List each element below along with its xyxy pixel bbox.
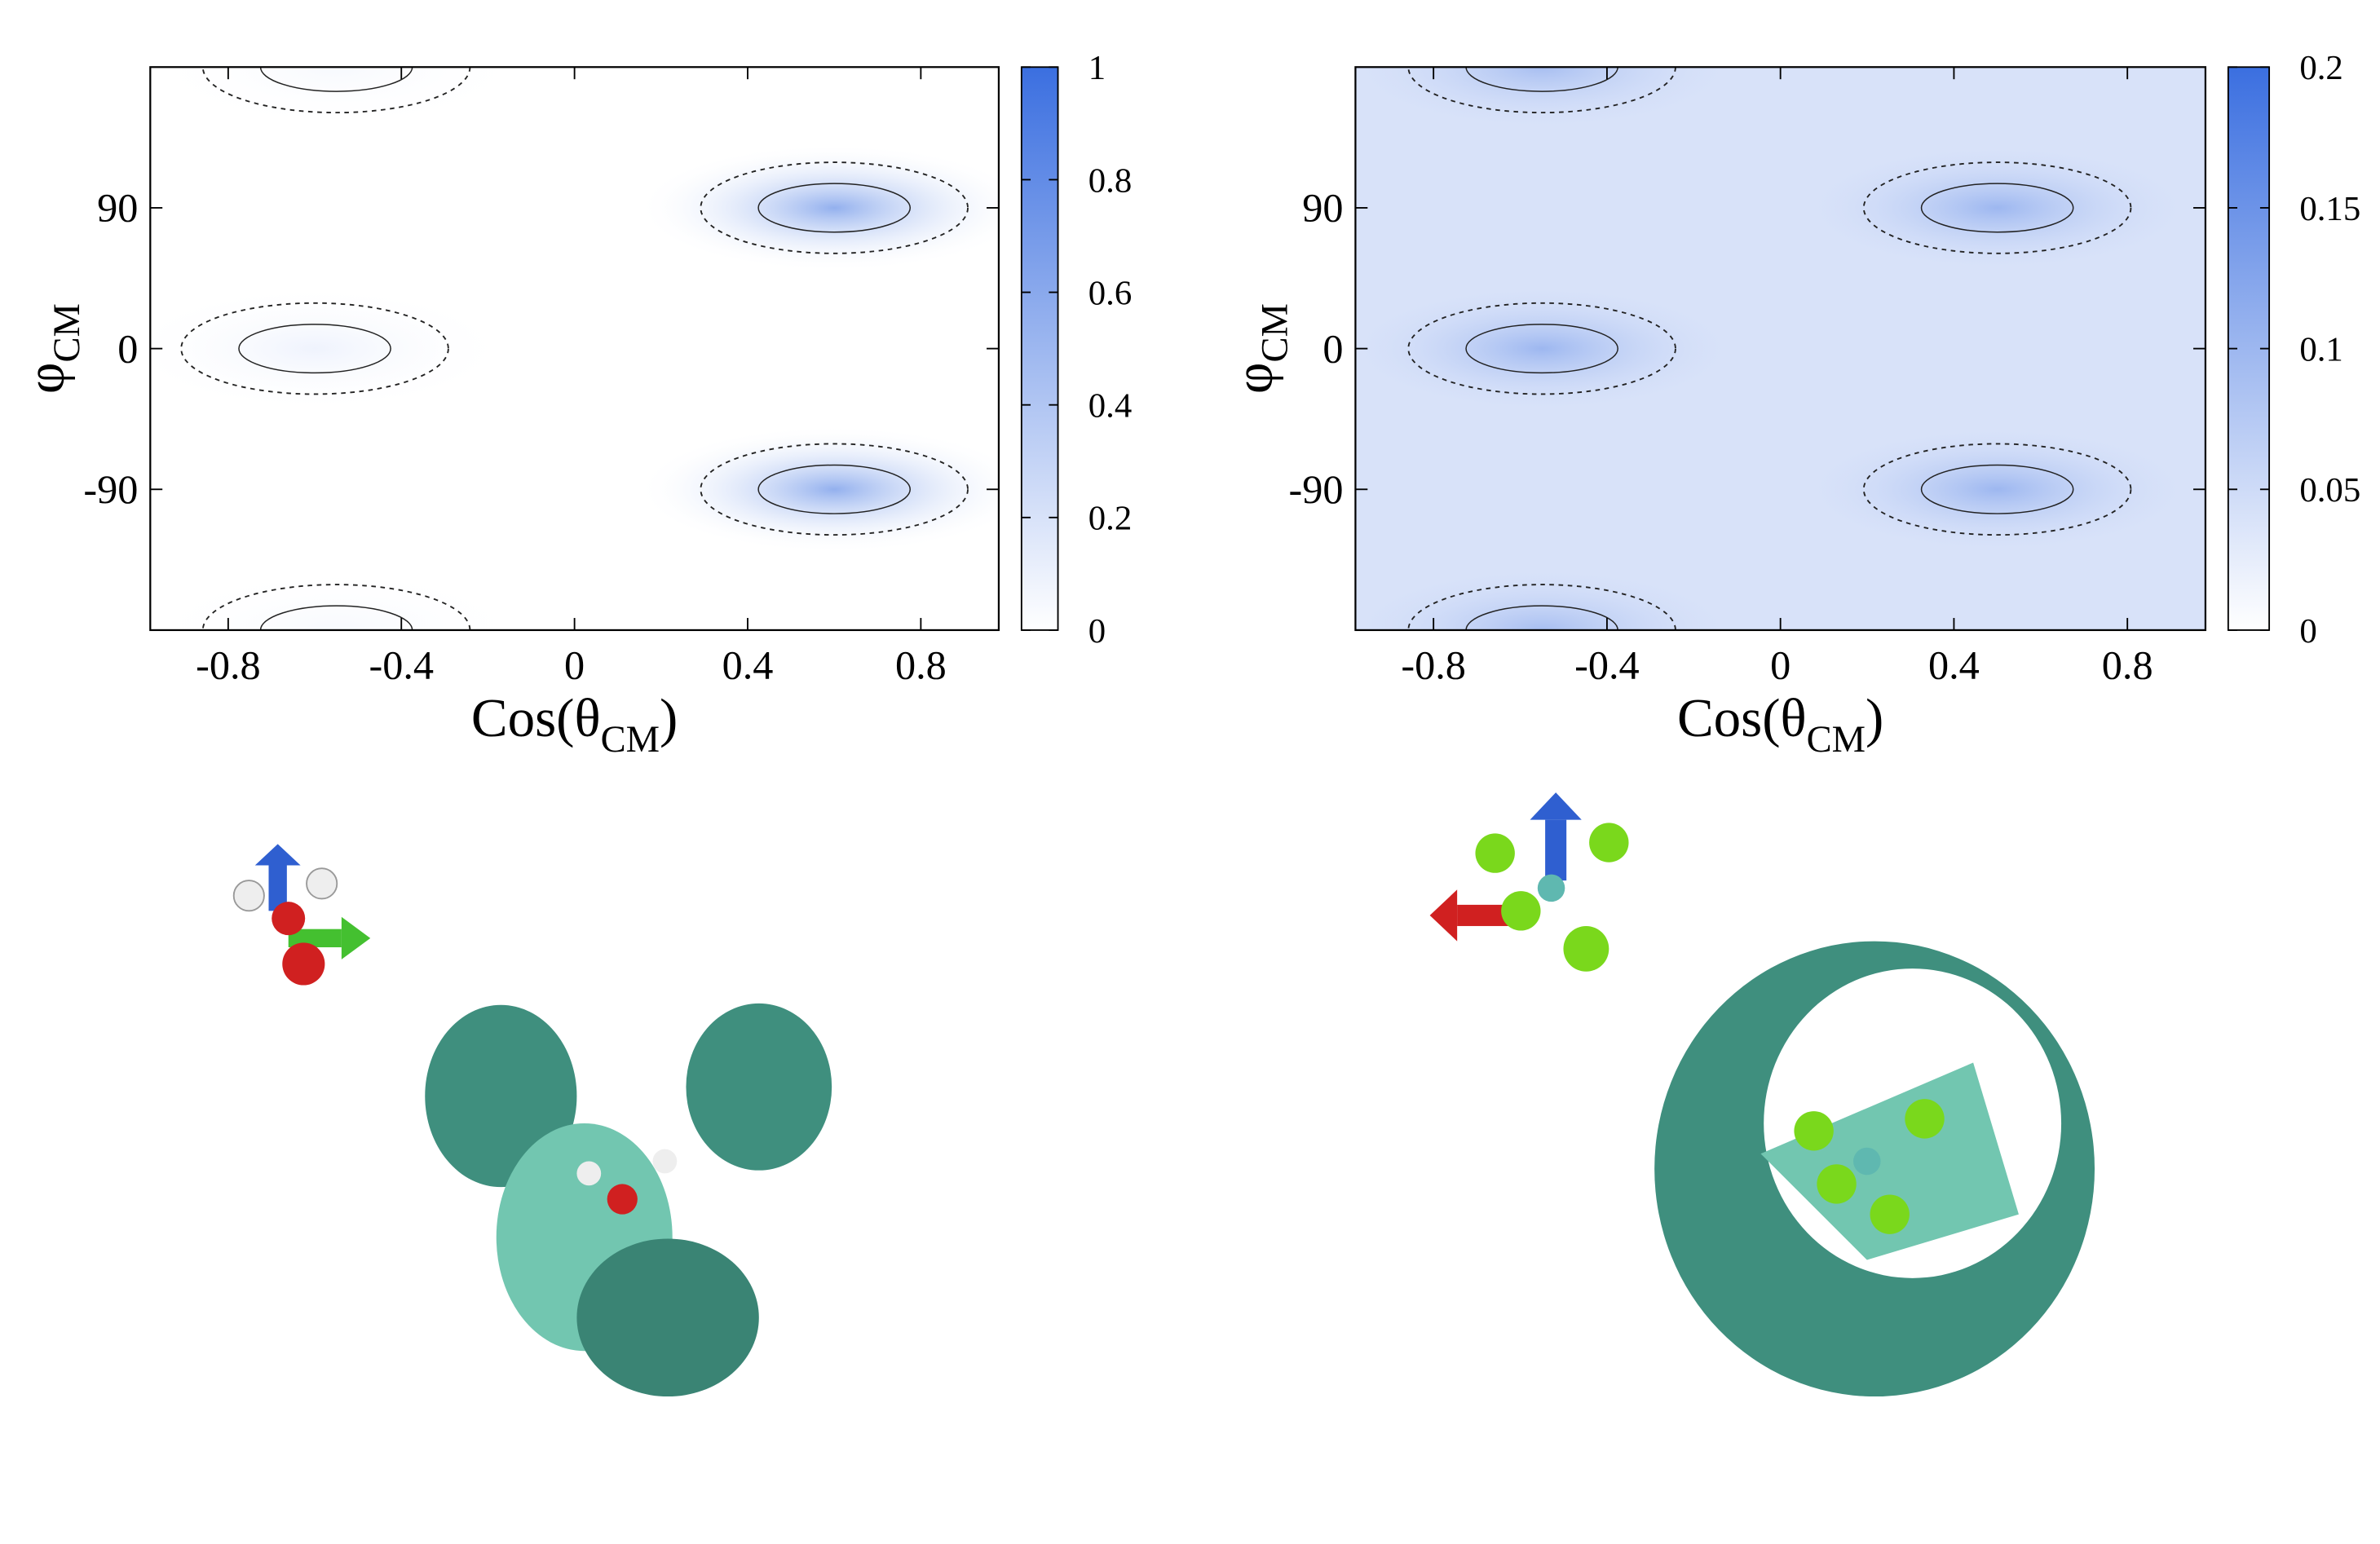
x-tick-label: -0.8: [196, 642, 261, 688]
x-tick-label: 0.4: [722, 642, 774, 688]
x-tick-label: 0: [564, 642, 585, 688]
x-tick-label: 0.8: [2102, 642, 2153, 688]
heat-peak: [1799, 426, 2195, 554]
x-label-part: Cos(θ: [471, 688, 601, 748]
y-label-part: φ: [15, 362, 76, 394]
y-label-part: CM: [1255, 303, 1296, 362]
heatmap-field: [1355, 67, 2195, 630]
x-tick-label: 0.4: [1928, 642, 1980, 688]
y-tick-label: -90: [1289, 466, 1344, 512]
colorbar-tick-label: 0.05: [2299, 471, 2360, 510]
contour: [700, 161, 969, 254]
heat-peak: [637, 143, 999, 272]
contour: [1465, 324, 1618, 374]
heat-peak: [1355, 67, 1740, 131]
contour: [238, 324, 391, 374]
colorbar: [1020, 66, 1059, 631]
colorbar-tick-label: 0.2: [1088, 500, 1133, 538]
contour: [1920, 464, 2074, 514]
x-tick-label: -0.8: [1401, 642, 1466, 688]
contour: [1407, 67, 1676, 114]
contour: [1465, 605, 1618, 630]
colorbar-tick-label: 0: [2299, 612, 2316, 651]
x-axis-label: Cos(θCM): [471, 688, 678, 761]
x-axis-label: Cos(θCM): [1677, 688, 1883, 761]
x-label-part: ): [1866, 688, 1883, 748]
colorbar-tick-label: 0.6: [1088, 274, 1133, 312]
colorbar-tick-label: 0.2: [2299, 49, 2343, 87]
heat-peak: [1799, 143, 2195, 272]
y-tick-label: 90: [97, 185, 138, 231]
y-tick-label: 0: [117, 325, 138, 371]
heat-peak: [150, 285, 512, 412]
x-tick-label: -0.4: [1574, 642, 1640, 688]
colorbar-tick-label: 0: [1088, 612, 1106, 651]
contour: [700, 443, 969, 536]
x-label-part: Cos(θ: [1677, 688, 1807, 748]
x-label-part: ): [660, 688, 678, 748]
heat-peak: [150, 566, 534, 630]
heat-peak: [1355, 285, 1740, 412]
right-rendering: [1429, 792, 2095, 1397]
x-label-part: CM: [601, 719, 660, 761]
y-tick-label: 90: [1302, 185, 1343, 231]
chart: -0.8 -0.4 0 0.4 0.8-90090Cos(θCM)φCM00.050.1…: [1224, 49, 2360, 761]
contour: [1920, 183, 2074, 233]
contour: [1862, 443, 2132, 536]
y-label-part: CM: [46, 303, 88, 362]
colorbar-tick-label: 0.4: [1088, 387, 1133, 426]
x-tick-label: 0: [1770, 642, 1791, 688]
contour: [201, 584, 471, 630]
contour: [259, 605, 413, 630]
colorbar-tick-label: 0.15: [2299, 190, 2360, 228]
contour: [1407, 302, 1676, 395]
contour: [1407, 584, 1676, 630]
y-label-part: φ: [1224, 362, 1284, 394]
heat-peak: [150, 67, 534, 131]
y-tick-label: -90: [83, 466, 138, 512]
heatmap-field: [150, 67, 999, 630]
x-tick-label: -0.4: [369, 642, 434, 688]
heat-peak: [637, 426, 999, 554]
contour: [1465, 67, 1618, 92]
colorbar-tick-label: 0.1: [2299, 331, 2343, 369]
left-rendering: [232, 844, 832, 1397]
x-tick-label: 0.8: [895, 642, 947, 688]
colorbar-tick-label: 0.8: [1088, 161, 1133, 200]
contour: [201, 67, 471, 114]
contour: [757, 464, 912, 514]
contour: [259, 67, 413, 92]
heat-peak: [1355, 566, 1740, 630]
contour: [757, 183, 912, 233]
colorbar-tick-label: 1: [1088, 49, 1106, 87]
y-axis-label: φCM: [15, 303, 88, 394]
chart: -0.8 -0.4 0 0.4 0.8-90090Cos(θCM)φCM00.20.40…: [15, 49, 1133, 761]
contour: [180, 302, 449, 395]
y-tick-label: 0: [1322, 325, 1343, 371]
contour: [1862, 161, 2132, 254]
y-axis-label: φCM: [1224, 303, 1296, 394]
x-label-part: CM: [1807, 719, 1866, 761]
